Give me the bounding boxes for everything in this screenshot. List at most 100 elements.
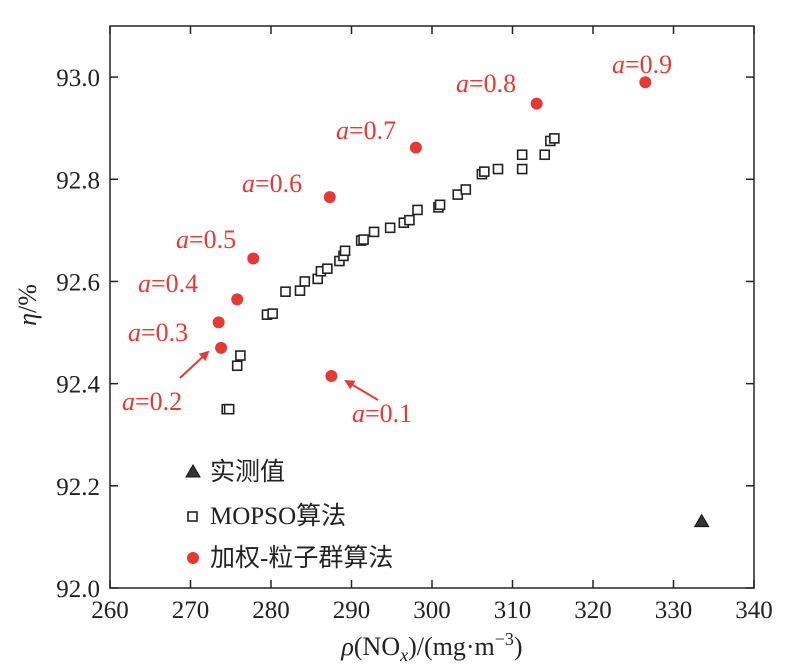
- legend-marker-triangle: [185, 464, 201, 478]
- weighted-pso-point: [409, 141, 422, 154]
- mopso-point: [280, 286, 291, 297]
- x-axis-label-sup: −3: [495, 629, 514, 649]
- x-tick-label: 340: [735, 597, 773, 624]
- mopso-point: [235, 350, 246, 361]
- y-tick-label: 92.2: [56, 474, 100, 501]
- mopso-point: [384, 222, 396, 234]
- x-tick-label: 280: [252, 597, 290, 624]
- mopso-point: [358, 234, 369, 245]
- annotation-label: a=0.3: [128, 318, 188, 347]
- mopso-point: [339, 245, 351, 257]
- x-axis-label-open: (NO: [354, 632, 400, 661]
- x-axis-label-sub: x: [399, 645, 408, 665]
- weighted-pso-point: [212, 316, 225, 329]
- annotation-var: a: [128, 318, 141, 347]
- weighted-pso-point: [323, 191, 336, 204]
- y-tick-label: 92.4: [56, 372, 100, 399]
- annotation-value: =0.6: [255, 169, 302, 198]
- y-tick-label: 92.0: [56, 576, 100, 603]
- annotation-value: =0.4: [151, 269, 198, 298]
- annotation-label: a=0.8: [456, 69, 516, 98]
- y-tick-label: 93.0: [56, 65, 100, 92]
- x-tick-label: 270: [172, 597, 210, 624]
- mopso-point: [322, 263, 333, 274]
- weighted-pso-point: [215, 341, 228, 354]
- annotation-value: =0.1: [365, 399, 412, 428]
- y-axis-label: η/%: [13, 284, 42, 326]
- annotation-value: =0.3: [141, 318, 188, 347]
- annotation-var: a: [612, 50, 625, 79]
- mopso-point: [404, 214, 415, 226]
- arrow-0.2: [179, 350, 210, 379]
- annotation-var: a: [138, 269, 151, 298]
- weighted-pso-point: [231, 293, 244, 306]
- legend-label-weighted-pso: 加权-粒子群算法: [210, 544, 393, 572]
- x-tick-label: 330: [655, 597, 693, 624]
- weighted-pso-point: [247, 252, 260, 265]
- annotation-label: a=0.5: [176, 225, 236, 254]
- mopso-point: [492, 163, 504, 175]
- mopso-point: [549, 133, 560, 144]
- y-tick-label: 92.6: [56, 269, 100, 296]
- mopso-point: [368, 226, 380, 238]
- annotation-value: =0.8: [469, 69, 516, 98]
- mopso-point: [231, 360, 243, 372]
- legend-label-measured: 实测值: [210, 458, 285, 486]
- annotation-var: a: [242, 169, 255, 198]
- mopso-point: [223, 403, 235, 415]
- mopso-point: [267, 308, 278, 319]
- weighted-pso-point: [639, 76, 652, 89]
- annotation-label: a=0.1: [352, 399, 412, 428]
- weighted-pso-point: [530, 97, 543, 110]
- annotation-value: =0.7: [349, 116, 396, 145]
- data-marks: [212, 76, 710, 528]
- mopso-point: [516, 149, 528, 161]
- x-axis-label-rho: ρ: [340, 632, 353, 661]
- annotation-label: a=0.2: [122, 387, 182, 416]
- y-axis-label-unit: /%: [13, 284, 42, 313]
- x-tick-label: 260: [91, 597, 129, 624]
- legend: 实测值 MOPSO算法 加权-粒子群算法: [185, 458, 393, 572]
- annotation-label: a=0.6: [242, 169, 302, 198]
- weighted-pso-point: [325, 369, 338, 382]
- x-tick-label: 320: [574, 597, 612, 624]
- annotation-var: a: [176, 225, 189, 254]
- annotation-var: a: [122, 387, 135, 416]
- x-axis-label-close: ): [514, 632, 523, 661]
- mopso-point: [460, 184, 472, 195]
- mopso-point: [516, 163, 528, 175]
- x-axis-label-unit: )/(mg·m: [408, 632, 495, 661]
- x-tick-label: 290: [333, 597, 371, 624]
- plot-frame: [109, 25, 755, 589]
- mopso-point: [479, 166, 490, 177]
- x-tick-label: 300: [413, 597, 451, 624]
- y-tick-labels: 92.0 92.2 92.4 92.6 92.8 93.0: [56, 65, 100, 603]
- mopso-point: [539, 149, 551, 161]
- mopso-point: [412, 204, 423, 216]
- annotation-var: a: [336, 116, 349, 145]
- annotation-value: =0.2: [135, 387, 182, 416]
- arrow-0.1: [344, 379, 379, 401]
- annotations: a=0.1a=0.2a=0.3a=0.4a=0.5a=0.6a=0.7a=0.8…: [122, 50, 672, 428]
- legend-marker-circle: [187, 552, 199, 564]
- axis-ticks: [109, 26, 755, 589]
- legend-marker-square: [187, 511, 198, 522]
- mopso-point: [434, 199, 446, 211]
- mopso-point: [299, 276, 311, 287]
- annotation-var: a: [456, 69, 469, 98]
- x-tick-label: 310: [494, 597, 532, 624]
- annotation-label: a=0.4: [138, 269, 198, 298]
- measured-point: [693, 513, 710, 528]
- x-tick-labels: 260 270 280 290 300 310 320 330 340: [91, 597, 773, 624]
- annotation-var: a: [352, 399, 365, 428]
- mopso-point: [294, 285, 306, 296]
- y-tick-label: 92.8: [56, 167, 100, 194]
- y-axis-label-eta: η: [13, 313, 42, 326]
- legend-label-mopso: MOPSO算法: [210, 502, 346, 530]
- annotation-label: a=0.9: [612, 50, 672, 79]
- annotation-value: =0.5: [189, 225, 236, 254]
- annotation-value: =0.9: [625, 50, 672, 79]
- annotation-label: a=0.7: [336, 116, 396, 145]
- x-axis-label: ρ(NOx)/(mg·m−3): [340, 629, 522, 665]
